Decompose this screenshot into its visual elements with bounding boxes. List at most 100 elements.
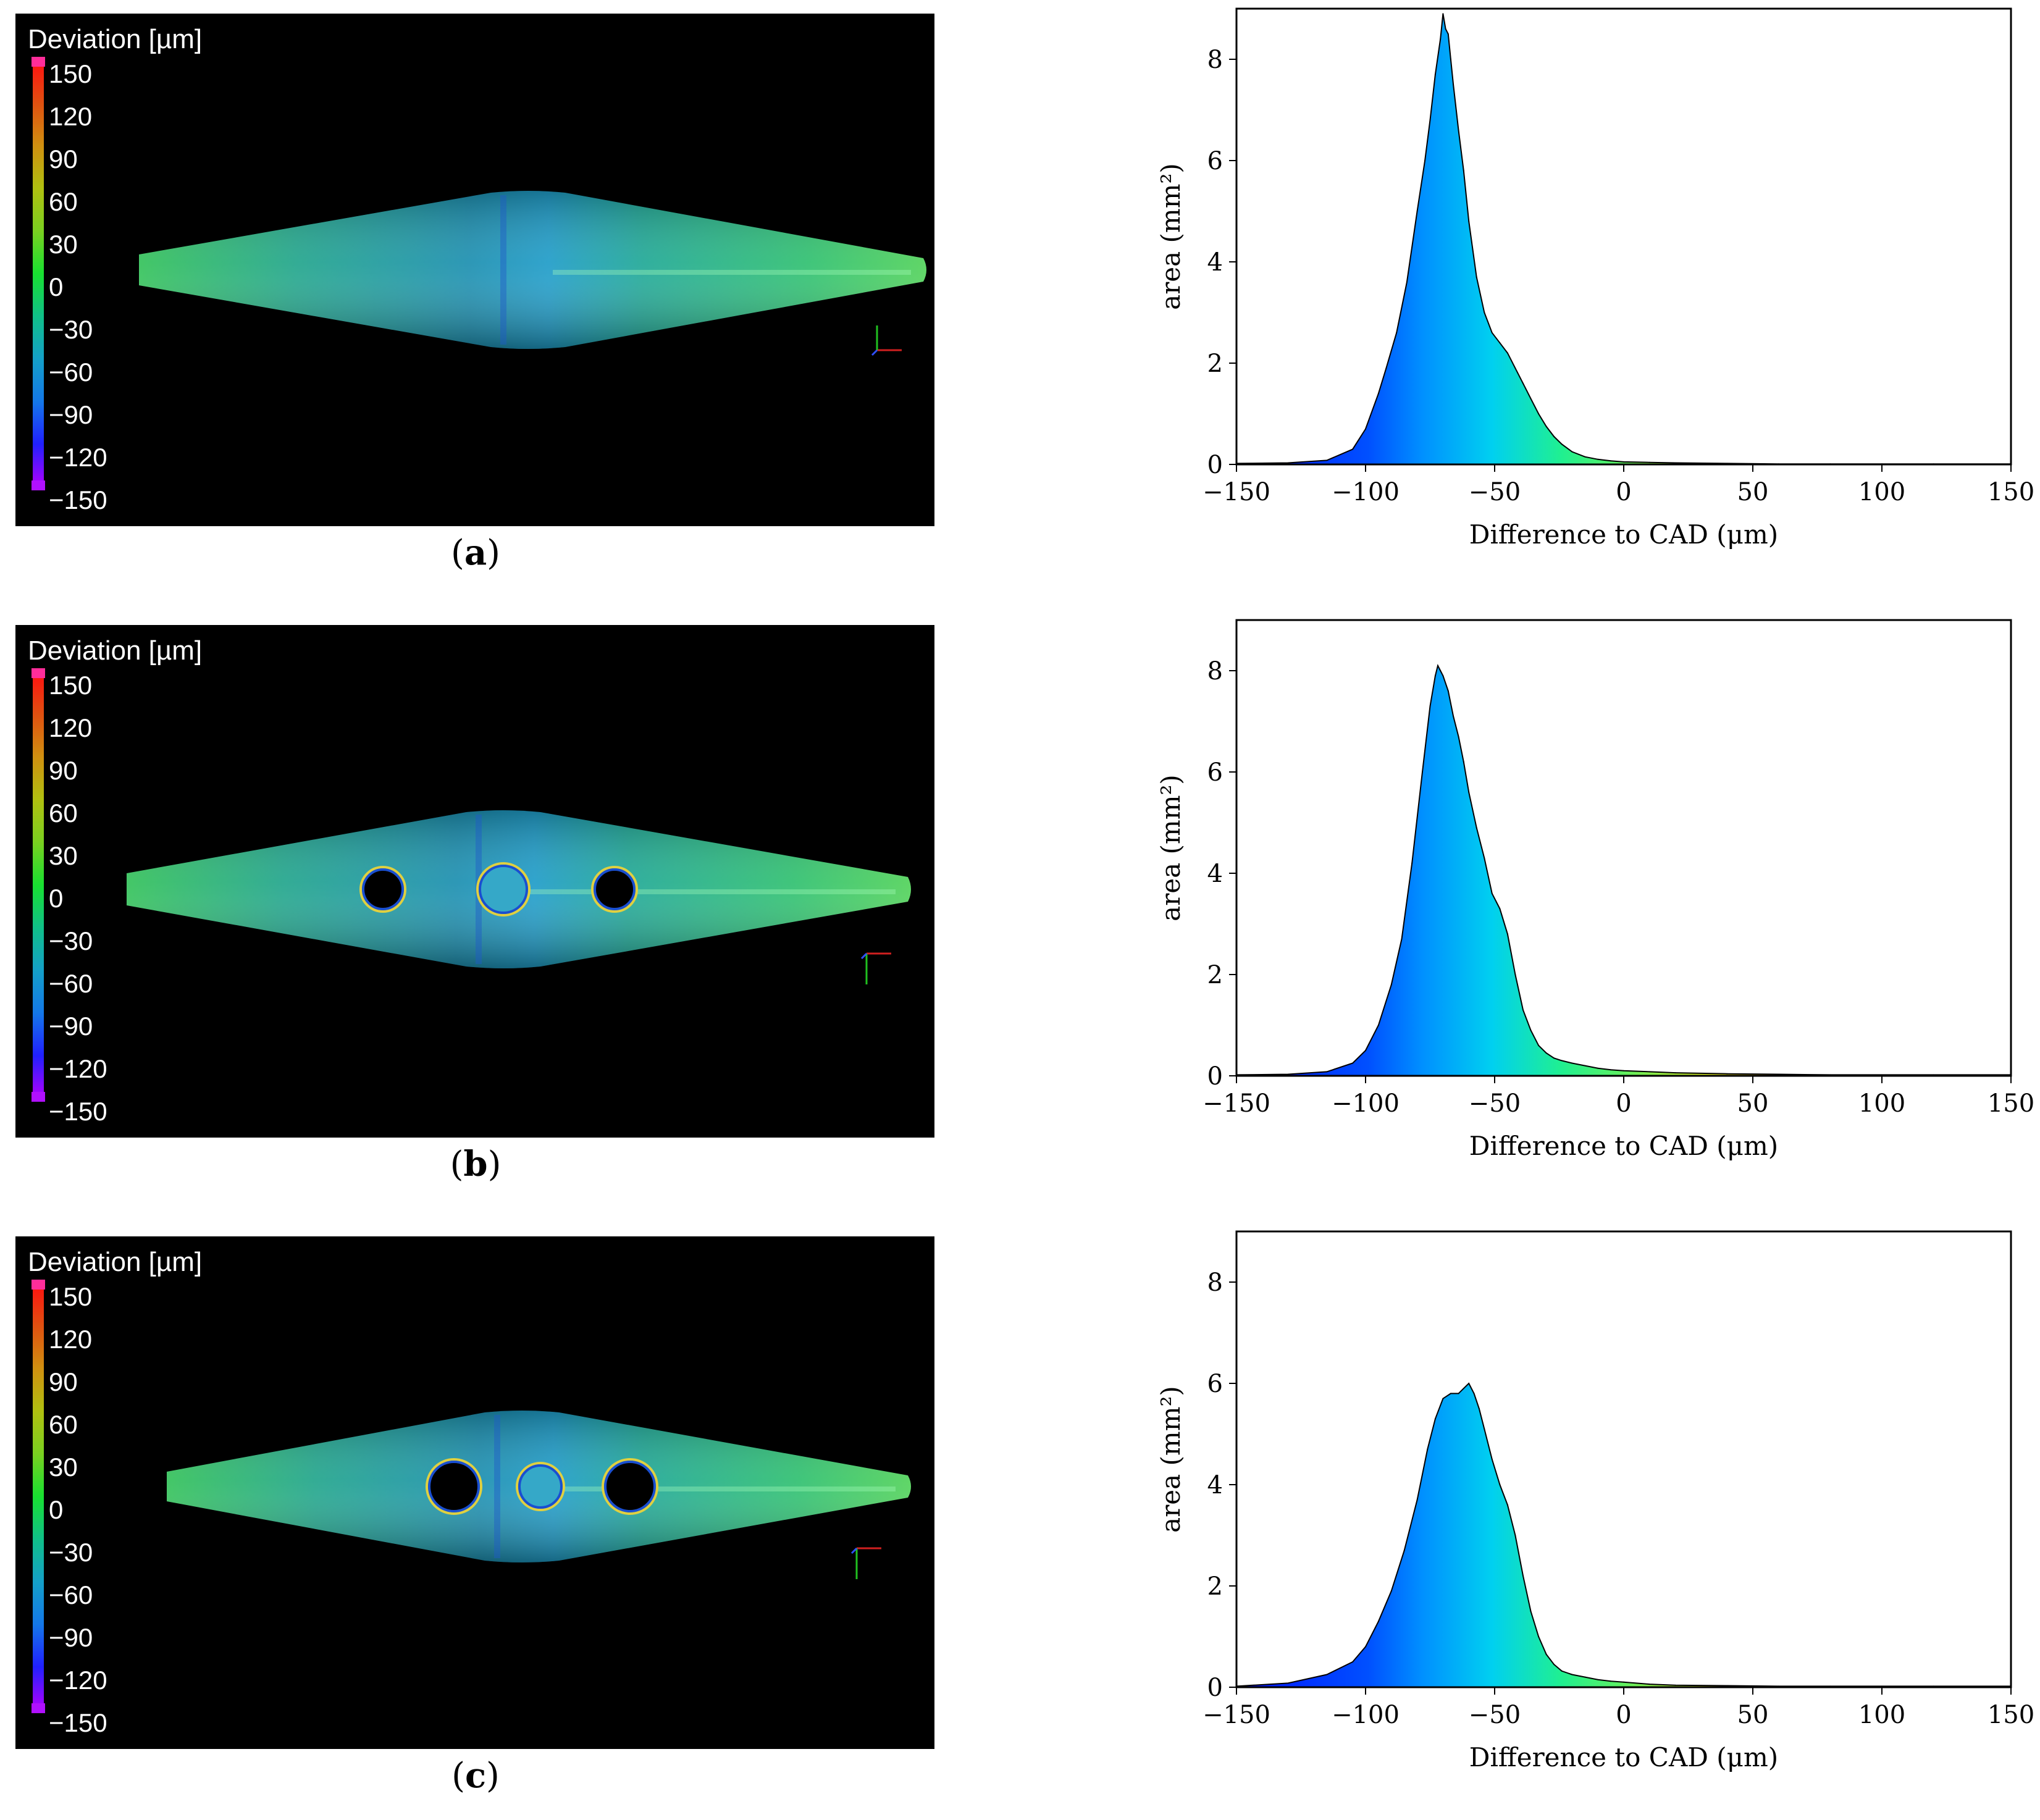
hist-point <box>1352 448 1354 450</box>
hist-point <box>1530 1030 1532 1031</box>
legend-tick-label: 30 <box>49 1453 78 1482</box>
hist-point <box>1429 705 1431 707</box>
x-tick-label: 100 <box>1858 478 1905 506</box>
hist-point <box>1468 1383 1470 1384</box>
y-tick-label: 8 <box>1207 46 1223 74</box>
hole <box>594 868 636 910</box>
hist-point <box>1458 129 1459 131</box>
x-tick-label: −100 <box>1332 1701 1400 1729</box>
hist-point <box>1463 761 1464 763</box>
hole <box>604 1461 656 1512</box>
hist-point <box>1530 1611 1532 1612</box>
legend-tick-label: −60 <box>49 358 93 387</box>
hist-point <box>1597 458 1599 460</box>
legend-tick-label: 120 <box>49 1325 92 1354</box>
hist-point <box>1610 1680 1612 1682</box>
hist-point <box>1468 791 1470 793</box>
legend-tick-label: 30 <box>49 841 78 870</box>
y-tick-label: 8 <box>1207 1269 1223 1297</box>
hist-point <box>1584 456 1586 458</box>
scan-svg-b: Deviation [µm] 150 120 90 60 30 0 −30 −60 −90 −120… <box>28 635 911 1126</box>
legend-tick-label: −150 <box>49 1097 107 1126</box>
hist-point <box>1445 28 1446 30</box>
panel-label-a: (a) <box>450 532 500 573</box>
hist-point <box>1538 413 1540 414</box>
x-tick-label: −50 <box>1469 478 1521 506</box>
y-tick-label: 6 <box>1207 1370 1223 1398</box>
hist-point <box>1458 736 1459 737</box>
legend-tick-label: −90 <box>49 400 93 429</box>
hist-point <box>1352 1062 1354 1064</box>
colorbar <box>33 61 44 487</box>
hist-area <box>1236 14 2011 464</box>
hist-point <box>1475 827 1477 829</box>
hist-point <box>1427 1448 1429 1450</box>
legend-tick-label: 90 <box>49 756 78 785</box>
x-tick-label: −100 <box>1332 1089 1400 1118</box>
hist-point <box>1442 675 1444 677</box>
legend-tick-label: −30 <box>49 315 93 344</box>
x-axis-label: Difference to CAD (μm) <box>1469 1742 1778 1772</box>
hist-point <box>1447 33 1449 35</box>
colorbar <box>33 1283 44 1709</box>
hist-point <box>1473 1393 1475 1394</box>
x-tick-label: −150 <box>1203 1089 1270 1118</box>
hist-point <box>1365 428 1366 430</box>
hist-point <box>1522 382 1524 384</box>
hist-point <box>1545 1052 1547 1054</box>
hist-point <box>1416 1499 1418 1501</box>
histogram-c: −150 −100 −50 0 50 100 150 0 2 4 6 8 Difference to C… <box>1099 1223 2040 1820</box>
panel-label-b: (b) <box>450 1144 502 1185</box>
hist-point <box>1522 1009 1524 1011</box>
y-tick-label: 2 <box>1207 961 1223 989</box>
hist-point <box>1778 1073 1779 1075</box>
triad-z-axis <box>860 952 868 960</box>
hist-point <box>1648 1684 1650 1685</box>
legend-tick-label: −150 <box>49 1708 107 1737</box>
x-axis-label: Difference to CAD (μm) <box>1469 519 1778 550</box>
hist-point <box>1365 1646 1366 1648</box>
y-tick-label: 0 <box>1207 1062 1223 1091</box>
hist-point <box>1287 1682 1289 1684</box>
plot-frame <box>1235 619 2012 1077</box>
hist-point <box>1450 1393 1451 1394</box>
hist-point <box>1453 715 1454 717</box>
hist-svg-a: −150 −100 −50 0 50 100 150 0 2 4 6 8 Difference to C… <box>1156 7 2034 550</box>
hist-point <box>1499 342 1501 344</box>
hist-point <box>1491 892 1493 894</box>
hist-point <box>1352 1661 1354 1663</box>
hist-point <box>1484 312 1485 313</box>
colorbar-over-cap <box>31 57 45 67</box>
legend-tick-label: −90 <box>49 1012 93 1041</box>
hist-point <box>1478 1408 1480 1409</box>
row-b: Deviation [µm] 150 120 90 60 30 0 −30 −60 −90 −120… <box>0 611 2040 1209</box>
hist-point <box>1522 1575 1524 1577</box>
hist-point <box>1458 1393 1459 1394</box>
hist-point <box>1726 1685 1728 1687</box>
legend-tick-label: 0 <box>49 272 63 301</box>
hist-point <box>1514 367 1516 369</box>
colorbar <box>33 672 44 1098</box>
y-tick-label: 4 <box>1207 248 1223 277</box>
hist-point <box>1416 211 1418 212</box>
y-axis-label: area (mm²) <box>1156 163 1186 310</box>
row-c: Deviation [µm] 150 120 90 60 30 0 −30 −60 −90 −120… <box>0 1223 2040 1820</box>
hist-point <box>1610 460 1612 462</box>
x-tick-label: 150 <box>1988 478 2034 506</box>
hist-area <box>1236 1383 2011 1687</box>
x-tick-label: 0 <box>1616 1701 1631 1729</box>
plot-frame <box>1235 1230 2012 1688</box>
x-tick-label: 0 <box>1616 478 1631 506</box>
hole <box>428 1461 480 1512</box>
hist-point <box>1411 862 1413 864</box>
hist-point <box>1561 1060 1563 1062</box>
x-tick-label: 0 <box>1616 1089 1631 1118</box>
x-tick-label: −50 <box>1469 1701 1521 1729</box>
hist-point <box>1434 73 1436 75</box>
hist-point <box>1484 1428 1485 1430</box>
hist-point <box>1396 332 1398 333</box>
hist-point <box>1442 13 1444 15</box>
hist-point <box>1530 398 1532 400</box>
panel-letter-c: c <box>464 1755 487 1796</box>
hist-point <box>1440 38 1442 40</box>
